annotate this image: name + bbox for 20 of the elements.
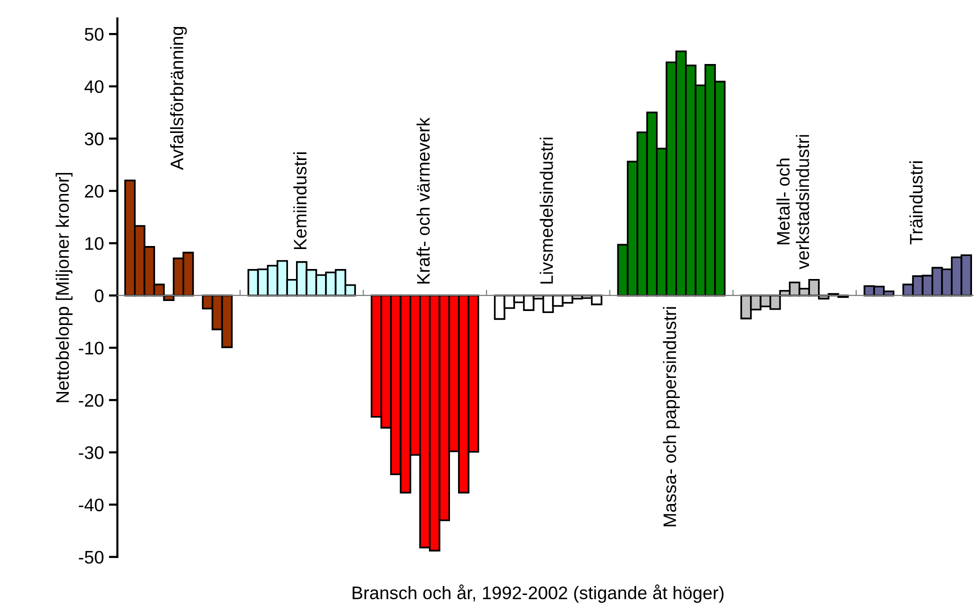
y-tick-label: 30 — [84, 132, 104, 146]
y-tick-label: -40 — [78, 498, 104, 512]
x-tick-label: Massa- och pappersindustri — [662, 307, 680, 526]
y-tick-label: 40 — [84, 80, 104, 94]
x-tick-label: Kraft- och värmeverk — [416, 117, 430, 284]
y-tick-label: -10 — [78, 342, 104, 354]
y-tick-label: -30 — [78, 446, 104, 460]
x-axis-title: Bransch och år, 1992-2002 (stigande åt höger) — [352, 584, 724, 603]
y-tick-label: -50 — [78, 550, 104, 564]
y-axis-title: Nettobelopp [Miljoner kronor] — [56, 173, 73, 402]
x-tick-label: Kemiindustri — [293, 152, 307, 250]
x-tick-label: Livsmedelsindustri — [540, 138, 553, 284]
x-tick-label: Träindustri — [909, 161, 923, 244]
y-tick-label: 0 — [94, 289, 104, 302]
y-tick-label: 10 — [85, 237, 104, 250]
y-tick-label: -20 — [78, 394, 104, 407]
y-tick-label: 20 — [84, 184, 104, 198]
y-tick-label: 50 — [84, 28, 104, 41]
x-tick-label: Avfallsförbränning — [170, 26, 187, 170]
x-tick-label: Metall- och verkstadsindustri — [776, 135, 810, 270]
